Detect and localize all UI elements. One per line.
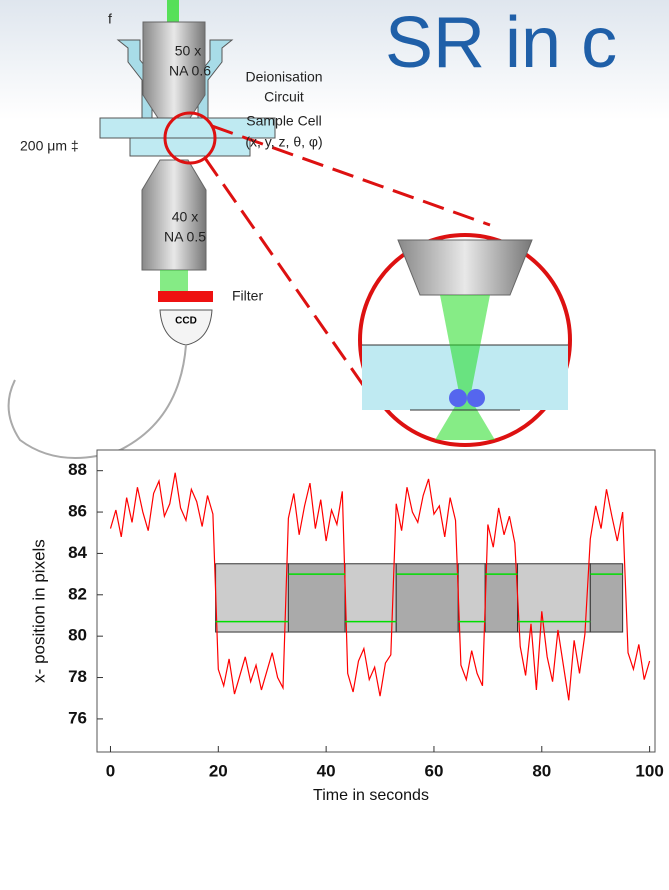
thickness-label: 200 μm ‡ [20, 138, 79, 154]
objective-label: NA 0.6 [169, 63, 211, 79]
state-box [517, 563, 591, 633]
state-box [484, 563, 519, 633]
x-axis-title: Time in seconds [313, 787, 429, 804]
y-tick-label: 84 [68, 543, 87, 562]
state-box [344, 563, 397, 633]
slide-title: SR in c [385, 3, 617, 83]
state-box [215, 563, 289, 633]
x-tick-label: 100 [635, 761, 663, 780]
y-tick-label: 80 [68, 626, 87, 645]
x-tick-label: 20 [209, 761, 228, 780]
chart: 76 78 80 82 84 86 88 0 20 40 60 80 100 Time in second… [29, 449, 664, 804]
y-tick-label: 86 [68, 502, 87, 521]
x-tick-label: 40 [317, 761, 336, 780]
focal-label: f [108, 11, 112, 27]
circuit-label: Deionisation [245, 69, 322, 85]
y-tick-label: 88 [68, 460, 87, 479]
trace-line [109, 472, 651, 701]
circuit-label: Circuit [264, 89, 304, 105]
objective-label: NA 0.5 [164, 229, 206, 245]
setup-diagram [7, 0, 572, 459]
x-tick-label: 80 [532, 761, 551, 780]
x-tick-label: 60 [424, 761, 443, 780]
filter-label: Filter [232, 288, 263, 304]
y-tick-label: 76 [68, 708, 87, 727]
state-box [395, 563, 459, 633]
state-box [457, 563, 486, 633]
camera-label: CCD [175, 316, 197, 327]
cell-label: Sample Cell [246, 113, 321, 129]
y-axis-title: x- position in pixels [29, 539, 48, 683]
x-tick-label: 0 [106, 761, 115, 780]
state-box [589, 563, 624, 633]
cell-label: (x, y, z, θ, φ) [245, 134, 322, 150]
slide-background [0, 0, 669, 120]
y-tick-label: 78 [68, 667, 87, 686]
plot-frame [96, 449, 656, 753]
objective-label: 40 x [172, 209, 198, 225]
objective-label: 50 x [175, 43, 201, 59]
y-tick-label: 82 [68, 584, 87, 603]
state-box [287, 563, 346, 633]
